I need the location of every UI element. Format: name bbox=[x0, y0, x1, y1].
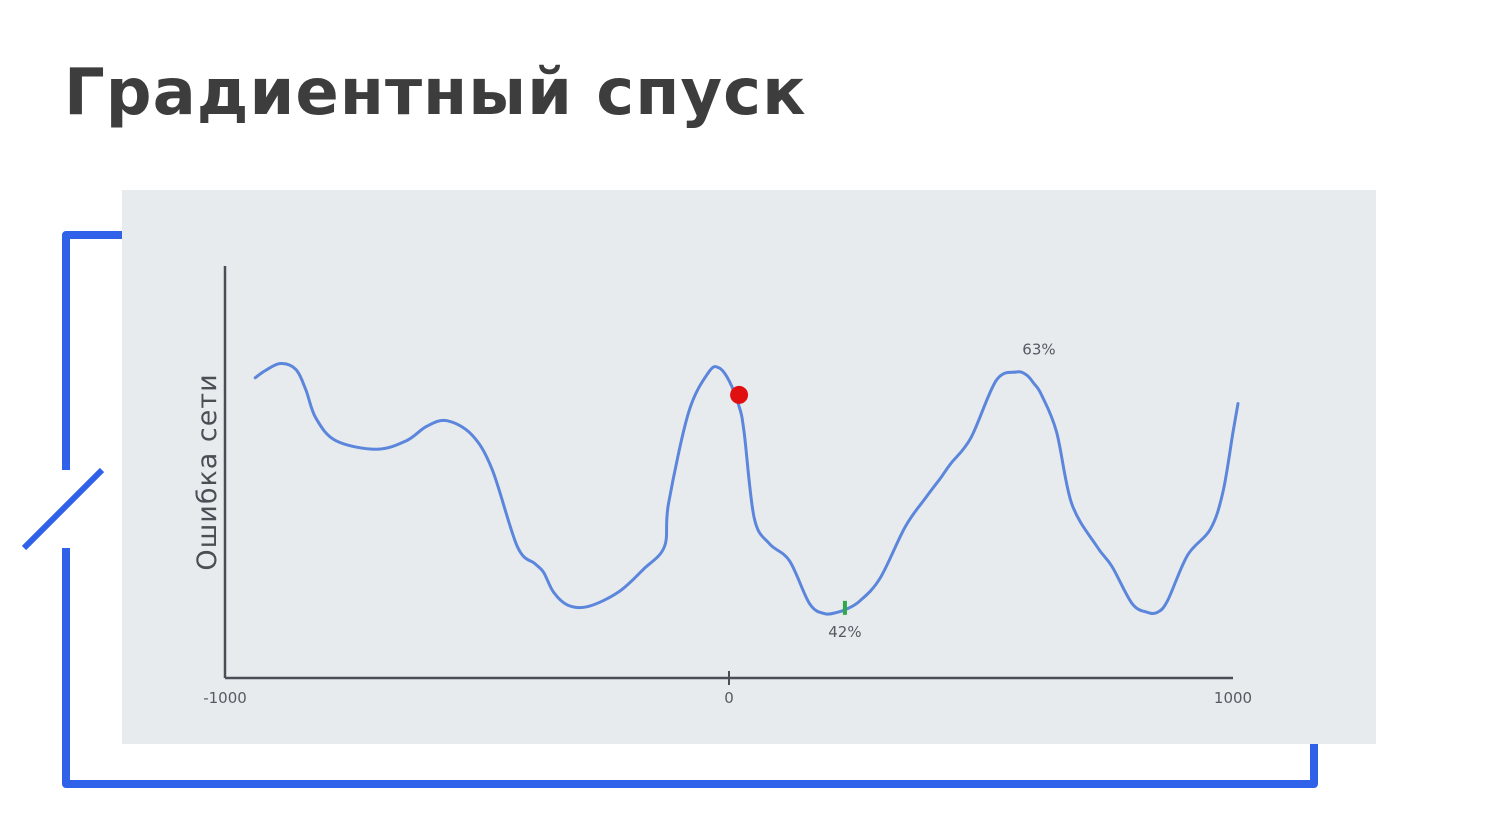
y-axis-label: Ошибка сети bbox=[192, 373, 223, 570]
slide-title: Градиентный спуск bbox=[64, 56, 807, 130]
line-chart: Ошибка сети -1000 0 1000 42% 63% bbox=[192, 266, 1252, 707]
x-tick-label: 1000 bbox=[1214, 689, 1252, 707]
frame-line bbox=[62, 231, 1318, 788]
annotation-label: 63% bbox=[1022, 341, 1055, 359]
x-tick-label: -1000 bbox=[203, 689, 247, 707]
frame-slash bbox=[21, 467, 105, 551]
x-ticks: -1000 0 1000 bbox=[203, 671, 1252, 707]
x-tick-label: 0 bbox=[724, 689, 734, 707]
current-point-marker bbox=[730, 385, 749, 404]
annotations: 42% 63% bbox=[828, 341, 1055, 641]
error-curve-series bbox=[253, 361, 1240, 616]
annotation-label: 42% bbox=[828, 623, 861, 641]
chart-panel: Ошибка сети -1000 0 1000 42% 63% bbox=[122, 190, 1376, 744]
